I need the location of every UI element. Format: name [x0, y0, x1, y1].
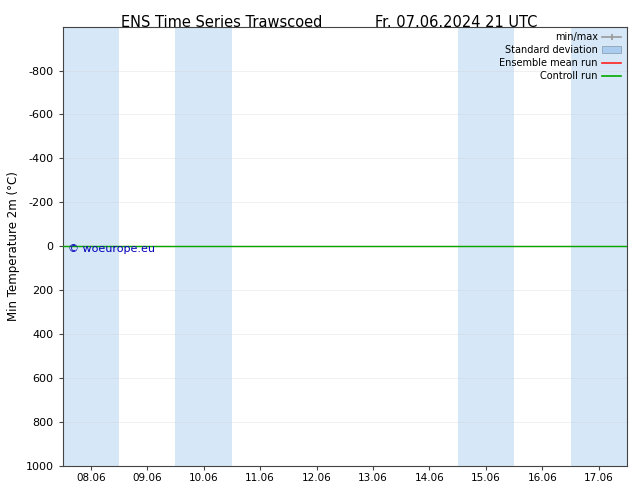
Y-axis label: Min Temperature 2m (°C): Min Temperature 2m (°C) [7, 172, 20, 321]
Legend: min/max, Standard deviation, Ensemble mean run, Controll run: min/max, Standard deviation, Ensemble me… [496, 28, 625, 85]
Bar [176, 26, 232, 466]
Text: Fr. 07.06.2024 21 UTC: Fr. 07.06.2024 21 UTC [375, 15, 538, 30]
Bar [458, 26, 514, 466]
Text: ENS Time Series Trawscoed: ENS Time Series Trawscoed [121, 15, 323, 30]
Text: © woeurope.eu: © woeurope.eu [68, 244, 155, 254]
Bar [63, 26, 119, 466]
Bar [571, 26, 627, 466]
